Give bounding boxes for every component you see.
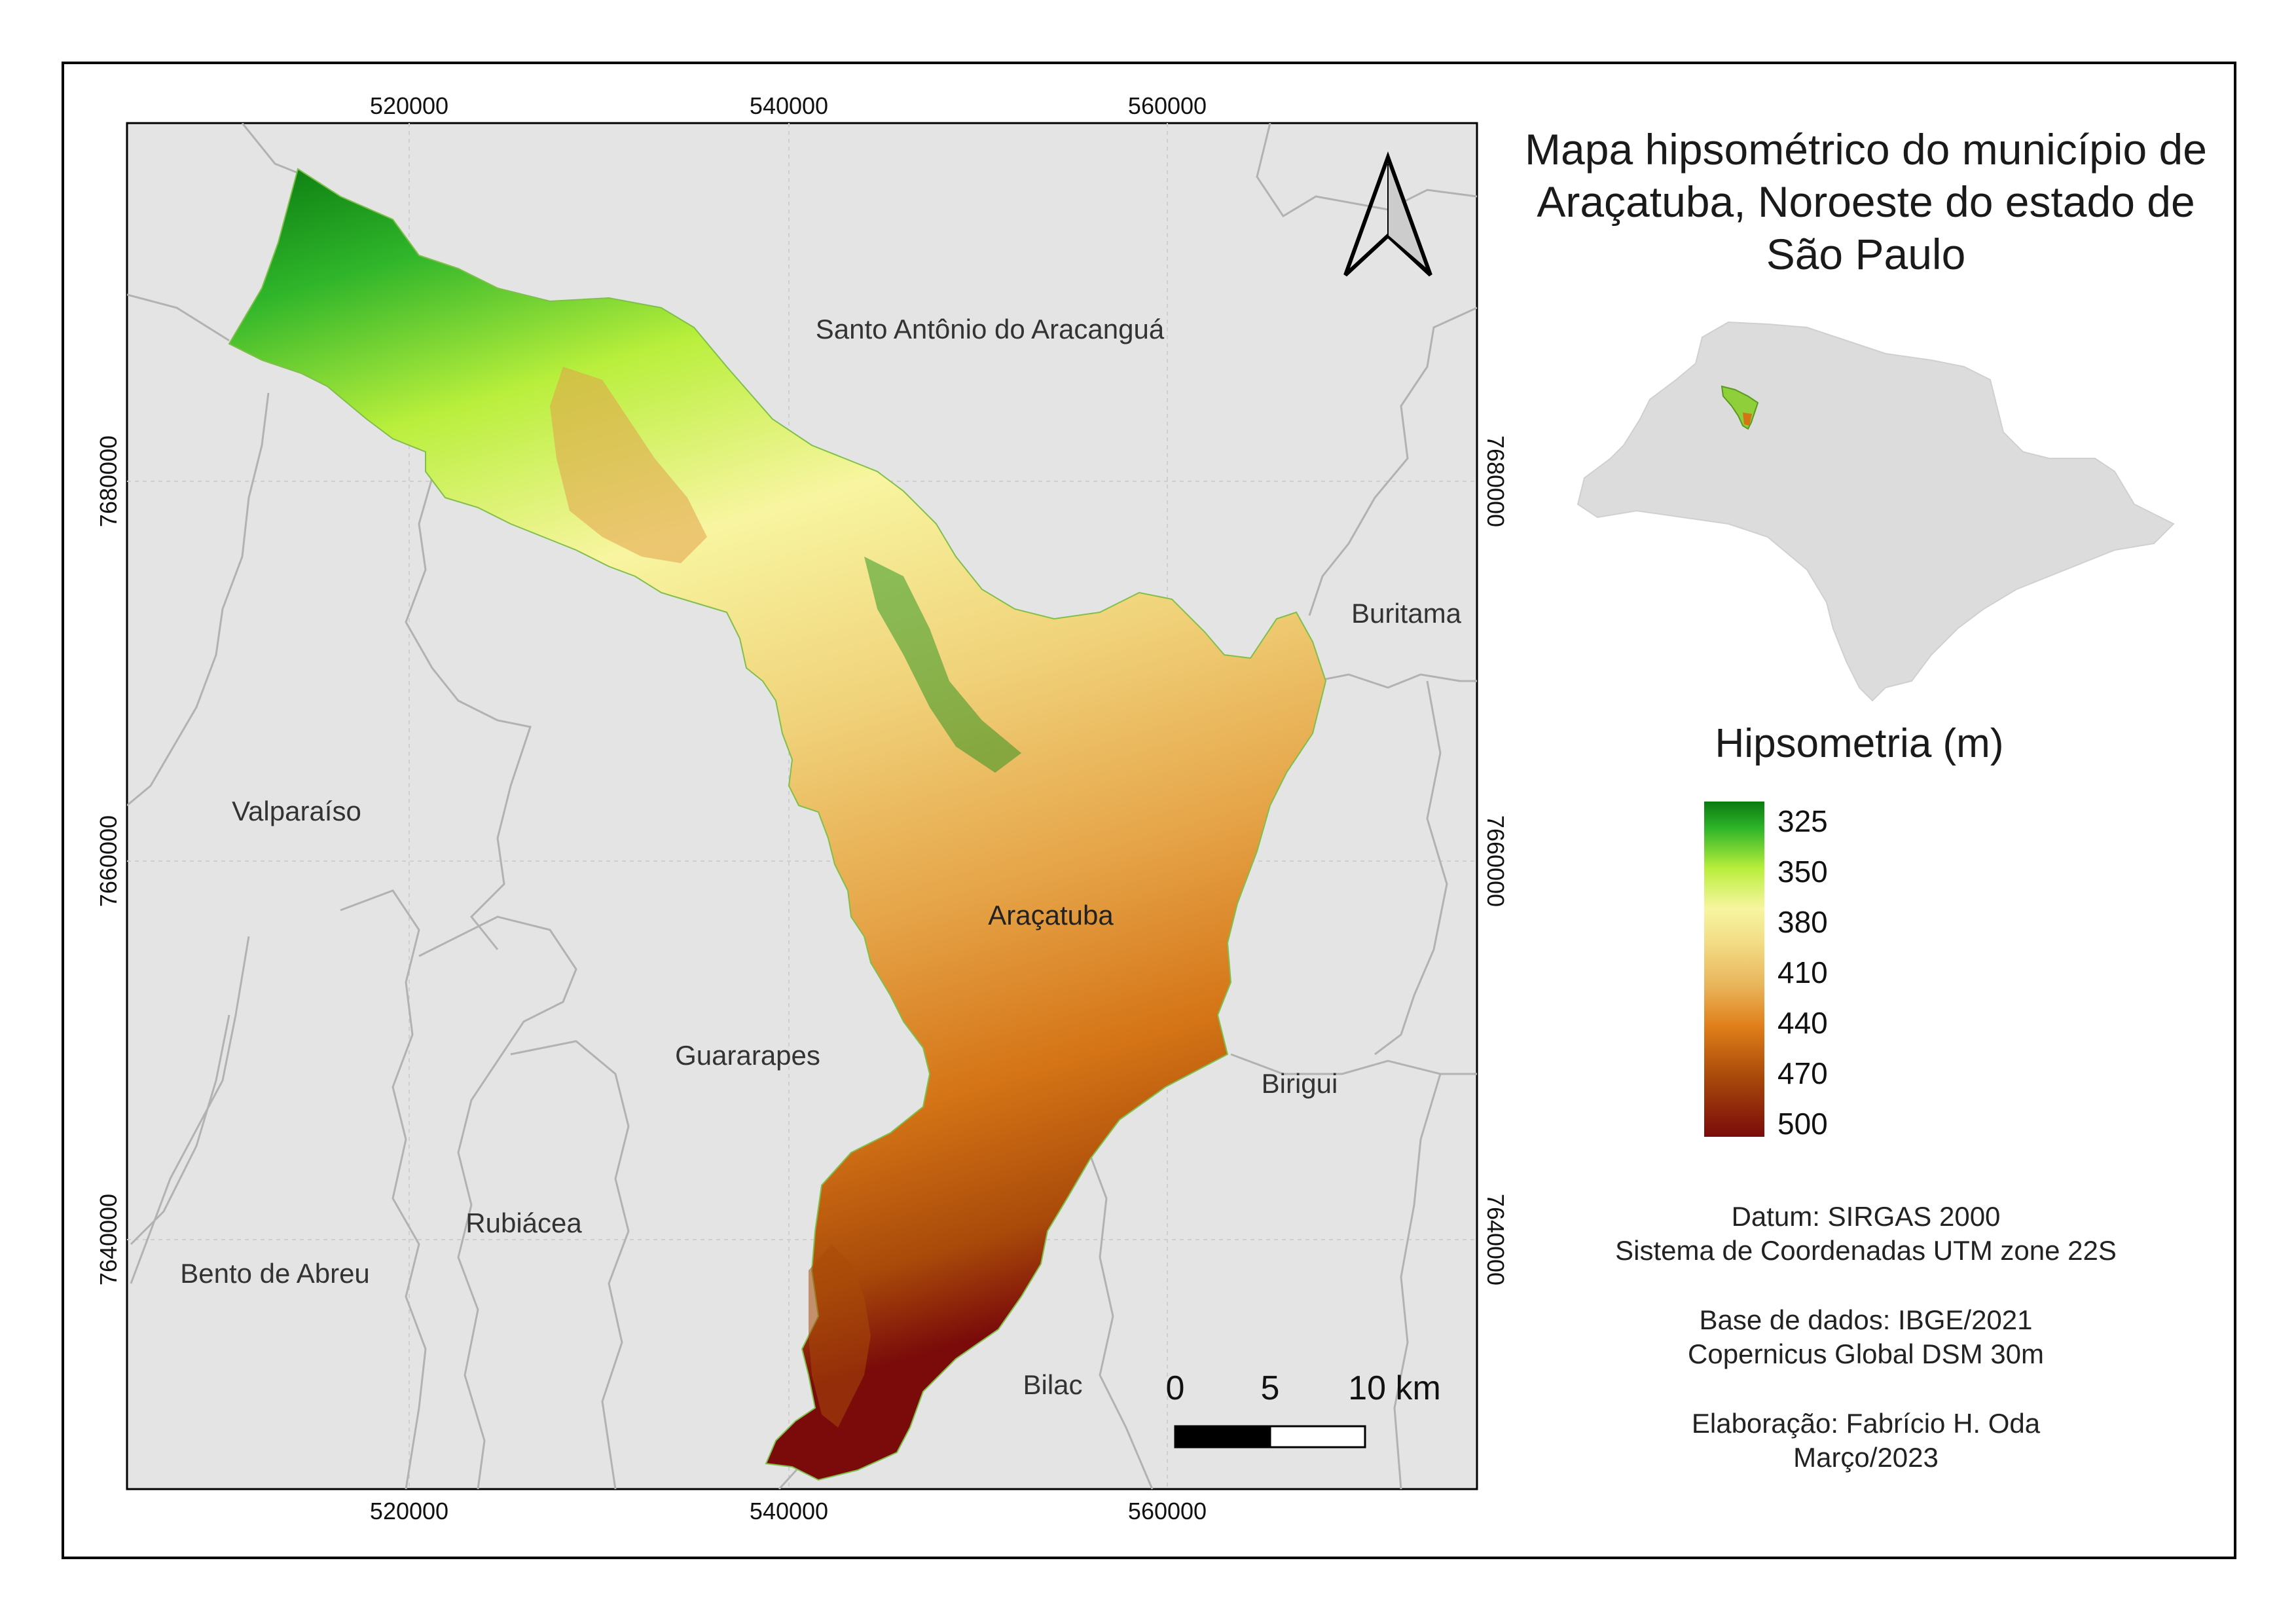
river-valley-shading: [864, 557, 1021, 773]
legend-label-440: 440: [1777, 1006, 1828, 1040]
aracatuba-municipality-elevation: [228, 168, 1327, 1481]
place-label-bilac: Bilac: [1023, 1369, 1083, 1400]
place-label-guararapes: Guararapes: [675, 1040, 820, 1071]
sao-paulo-state-locator: [1576, 321, 2175, 702]
info-dem: Copernicus Global DSM 30m: [1688, 1338, 2044, 1369]
place-label-aracatuba: Araçatuba: [988, 900, 1114, 931]
map-title: Mapa hipsométrico do município de Araçat…: [1525, 125, 2207, 278]
scale-label-10km: 10 km: [1348, 1369, 1441, 1407]
legend-title: Hipsometria (m): [1715, 721, 2004, 766]
legend-label-350: 350: [1777, 855, 1828, 889]
info-author: Elaboração: Fabrício H. Oda: [1691, 1408, 2041, 1439]
info-datum: Datum: SIRGAS 2000: [1731, 1201, 2001, 1232]
scale-bar: [1174, 1425, 1366, 1449]
x-tick-bottom-540000: 540000: [749, 1498, 829, 1524]
x-tick-bottom-560000: 560000: [1127, 1498, 1207, 1524]
y-tick-left-7640000: 7640000: [95, 1193, 122, 1286]
aracatuba-locator-south: [1743, 413, 1752, 426]
legend-label-470: 470: [1777, 1056, 1828, 1090]
info-date: Março/2023: [1793, 1442, 1939, 1473]
x-tick-bottom-520000: 520000: [369, 1498, 449, 1524]
legend-label-325: 325: [1777, 804, 1828, 838]
scale-bar-white: [1269, 1425, 1366, 1449]
scale-label-5: 5: [1260, 1369, 1280, 1407]
place-label-santo-antonio: Santo Antônio do Aracanguá: [815, 314, 1165, 344]
x-tick-top-520000: 520000: [369, 92, 449, 119]
scale-bar-black: [1174, 1425, 1271, 1449]
info-base: Base de dados: IBGE/2021: [1699, 1304, 2033, 1335]
north-arrow-icon: [1343, 151, 1432, 277]
place-label-valparaiso: Valparaíso: [232, 796, 361, 826]
info-crs: Sistema de Coordenadas UTM zone 22S: [1615, 1235, 2117, 1266]
y-tick-left-7660000: 7660000: [95, 815, 122, 908]
place-label-rubiacea: Rubiácea: [465, 1208, 582, 1238]
y-tick-left-7680000: 7680000: [95, 435, 122, 528]
y-tick-right-7640000: 7640000: [1482, 1193, 1509, 1286]
legend-color-ramp: [1704, 802, 1764, 1137]
northwest-highland-shading: [550, 367, 707, 563]
legend-label-410: 410: [1777, 955, 1828, 989]
y-tick-right-7660000: 7660000: [1482, 815, 1509, 908]
municipal-boundaries: [127, 123, 1477, 1489]
place-label-buritama: Buritama: [1351, 598, 1462, 629]
x-tick-top-560000: 560000: [1127, 92, 1207, 119]
map-layout-frame: [62, 62, 2236, 1559]
x-tick-top-540000: 540000: [749, 92, 829, 119]
y-tick-right-7680000: 7680000: [1482, 435, 1509, 528]
place-label-birigui: Birigui: [1261, 1068, 1338, 1099]
place-label-bento-de-abreu: Bento de Abreu: [180, 1258, 370, 1289]
scale-label-0: 0: [1165, 1369, 1185, 1407]
southern-highland-shading: [809, 1244, 871, 1428]
legend-label-380: 380: [1777, 905, 1828, 939]
legend-label-500: 500: [1777, 1107, 1828, 1141]
